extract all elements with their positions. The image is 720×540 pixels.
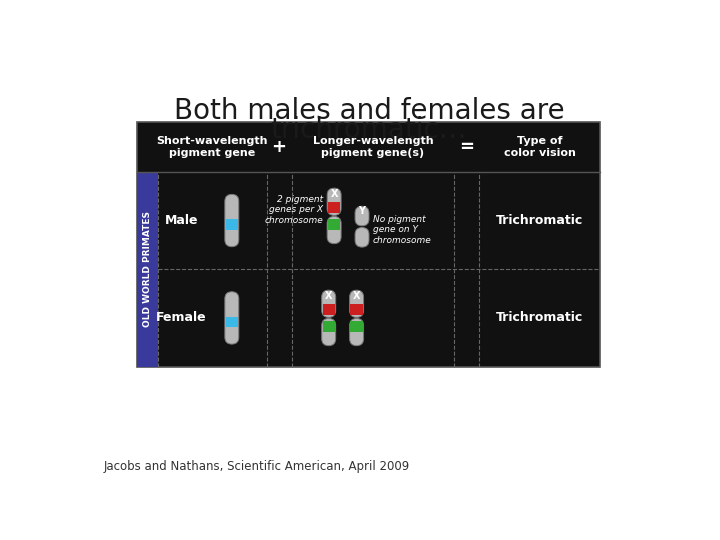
Text: Longer-wavelength
pigment gene(s): Longer-wavelength pigment gene(s) <box>312 136 433 158</box>
FancyBboxPatch shape <box>327 188 341 215</box>
FancyBboxPatch shape <box>322 319 336 346</box>
Text: Type of
color vision: Type of color vision <box>503 136 575 158</box>
FancyBboxPatch shape <box>225 292 239 344</box>
Text: Short-wavelength
pigment gene: Short-wavelength pigment gene <box>157 136 268 158</box>
Bar <box>328 219 341 230</box>
FancyBboxPatch shape <box>327 217 341 244</box>
Text: Jacobs and Nathans, Scientific American, April 2009: Jacobs and Nathans, Scientific American,… <box>104 460 410 473</box>
Text: X: X <box>325 291 333 301</box>
Text: trichromatic…: trichromatic… <box>271 116 467 144</box>
Text: Both males and females are: Both males and females are <box>174 97 564 125</box>
Bar <box>351 304 363 315</box>
Text: Trichromatic: Trichromatic <box>496 214 583 227</box>
Bar <box>225 317 238 327</box>
Text: No pigment
gene on Y
chromosome: No pigment gene on Y chromosome <box>373 215 431 245</box>
Bar <box>137 122 600 367</box>
FancyBboxPatch shape <box>350 290 364 318</box>
FancyBboxPatch shape <box>350 319 364 346</box>
Text: X: X <box>353 291 360 301</box>
Text: Male: Male <box>165 214 198 227</box>
Bar <box>323 304 335 315</box>
FancyBboxPatch shape <box>355 227 369 247</box>
Bar <box>137 172 158 367</box>
Text: =: = <box>459 138 474 156</box>
Text: Y: Y <box>359 206 366 215</box>
Bar <box>323 321 335 332</box>
FancyBboxPatch shape <box>225 194 239 247</box>
Text: +: + <box>271 138 287 156</box>
FancyBboxPatch shape <box>322 290 336 318</box>
Text: OLD WORLD PRIMATES: OLD WORLD PRIMATES <box>143 211 152 327</box>
Text: 2 pigment
genes per X
chromosome: 2 pigment genes per X chromosome <box>264 195 323 225</box>
Bar <box>351 321 363 332</box>
Text: Trichromatic: Trichromatic <box>496 312 583 325</box>
Text: Female: Female <box>156 312 207 325</box>
FancyBboxPatch shape <box>355 206 369 226</box>
Bar <box>328 202 341 213</box>
Bar <box>225 219 238 230</box>
Text: X: X <box>330 188 338 199</box>
